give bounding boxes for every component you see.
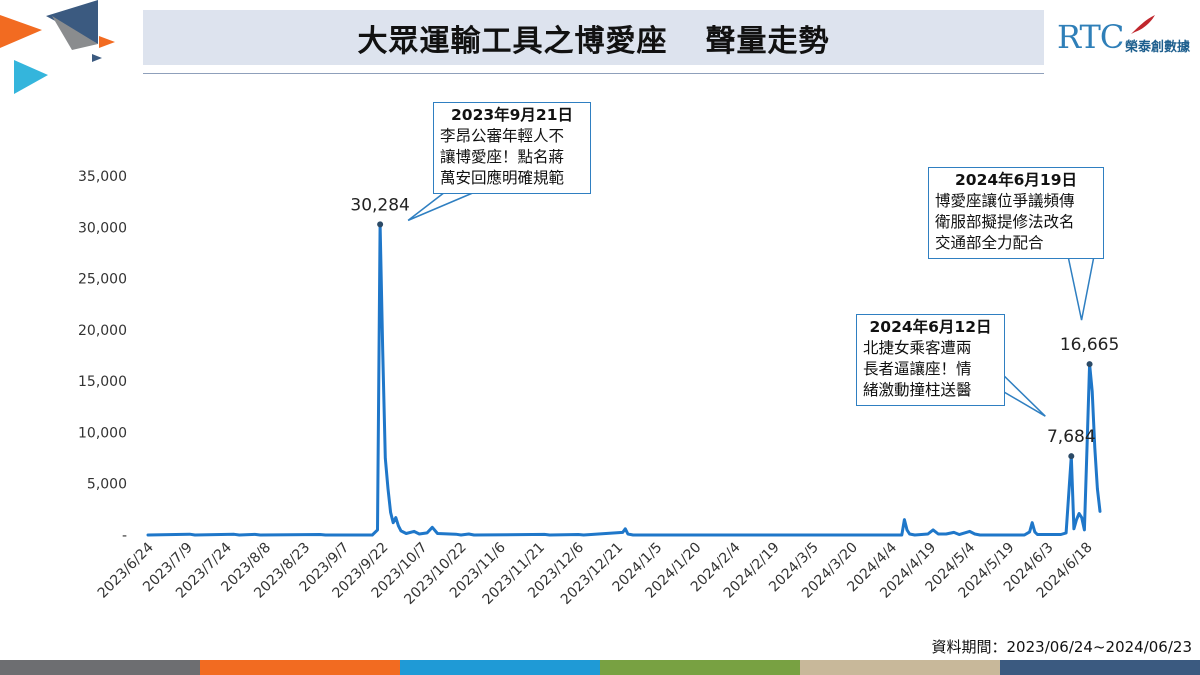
annotation-line: 博愛座讓位爭議頻傳 [935,192,1075,210]
y-axis: - 5,000 10,000 15,000 20,000 25,000 30,000 35,0… [78,169,127,544]
gray-triangle-shape [52,16,98,50]
data-point-marker [377,221,384,228]
brand-name: 榮泰創數據 [1125,40,1191,55]
cyan-triangle-shape [14,60,48,94]
annotation-date: 2024年6月12日 [869,318,992,336]
y-tick-label: 25,000 [78,272,127,288]
volume-series-line [146,222,1102,537]
annotation-line: 緒激動撞柱送醫 [863,381,972,399]
annotation-line: 北捷女乘客遭兩 [863,339,972,357]
quill-icon [1131,15,1155,34]
page-title-sub: 聲量走勢 [705,23,830,59]
annotation-callout-jun19: 2024年6月19日 博愛座讓位爭議頻傳 衛服部擬提修法改名 交通部全力配合 [928,167,1104,259]
annotation-line: 長者逼讓座！情 [863,360,972,378]
y-tick-label: 35,000 [78,169,127,185]
data-point-marker [1086,361,1093,368]
callout-pointer [407,191,476,222]
y-tick-label: - [122,528,127,544]
y-tick-label: 20,000 [78,323,127,339]
footer-segment [200,660,400,675]
y-tick-label: 10,000 [78,425,127,441]
decorative-logo-shapes [0,0,115,94]
title-underline [143,73,1044,74]
footer-segment [400,660,600,675]
annotation-line: 李昂公審年輕人不 [440,127,565,145]
data-period-note: 資料期間：2023/06/24~2024/06/23 [931,638,1192,656]
y-tick-label: 5,000 [87,477,127,493]
orange-small-triangle-shape [99,36,115,48]
annotation-date: 2023年9月21日 [451,106,573,124]
annotation-date: 2024年6月19日 [955,171,1077,189]
annotation-line: 衛服部擬提修法改名 [935,213,1075,231]
brand-logo-text: RTC [1057,18,1124,56]
x-axis: 2023/6/242023/7/92023/7/242023/8/82023/8… [95,539,1096,607]
data-labels: 30,284 7,684 16,665 [350,195,1119,460]
title-bar: 大眾運輸工具之博愛座 聲量走勢 [143,10,1044,65]
page-title: 大眾運輸工具之博愛座 聲量走勢 [358,16,830,60]
series-layer [146,222,1102,537]
footer-segment [0,660,200,675]
orange-triangle-shape [0,15,42,48]
annotation-line: 萬安回應明確規範 [440,169,565,187]
footer-segment [1000,660,1200,675]
footer-color-bar [0,660,1200,675]
brand-logo: RTC 榮泰創數據 [1055,14,1200,62]
volume-trend-chart: - 5,000 10,000 15,000 20,000 25,000 30,000 35,0… [78,169,1119,608]
navy-triangle-shape [46,0,98,44]
y-tick-label: 30,000 [78,220,127,236]
data-point-marker [1068,453,1075,460]
callout-pointer [1067,255,1095,321]
y-tick-label: 15,000 [78,374,127,390]
data-label: 30,284 [350,195,409,215]
navy-small-triangle-shape [92,54,102,62]
annotation-callout-sep21: 2023年9月21日 李昂公審年輕人不 讓博愛座！點名蔣 萬安回應明確規範 [433,102,591,194]
page-title-main: 大眾運輸工具之博愛座 [357,23,668,59]
data-label: 16,665 [1060,335,1119,355]
annotation-callout-jun12: 2024年6月12日 北捷女乘客遭兩 長者逼讓座！情 緒激動撞柱送醫 [856,314,1005,406]
footer-segment [600,660,800,675]
annotation-line: 交通部全力配合 [935,234,1044,252]
annotation-line: 讓博愛座！點名蔣 [440,148,565,166]
footer-segment [800,660,1000,675]
data-label: 7,684 [1047,427,1096,447]
